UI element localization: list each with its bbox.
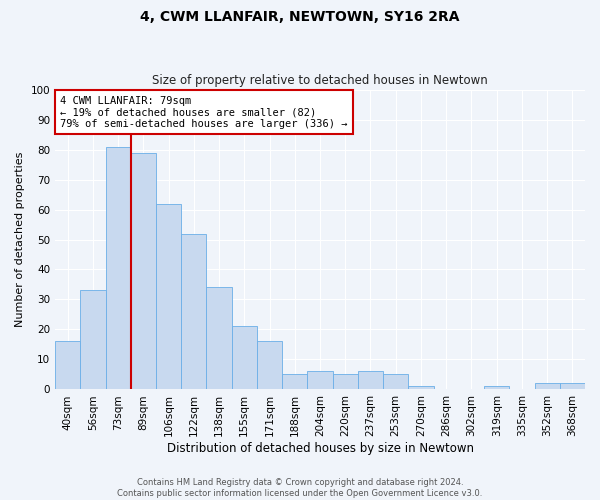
Bar	[332, 374, 358, 390]
Bar	[307, 372, 332, 390]
Bar	[358, 372, 383, 390]
Bar	[156, 204, 181, 390]
Bar	[257, 342, 282, 390]
Bar	[484, 386, 509, 390]
Bar	[560, 384, 585, 390]
Bar	[80, 290, 106, 390]
Bar	[383, 374, 409, 390]
Bar	[232, 326, 257, 390]
Bar	[106, 146, 131, 390]
Bar	[55, 342, 80, 390]
Y-axis label: Number of detached properties: Number of detached properties	[15, 152, 25, 327]
Bar	[181, 234, 206, 390]
Text: 4 CWM LLANFAIR: 79sqm
← 19% of detached houses are smaller (82)
79% of semi-deta: 4 CWM LLANFAIR: 79sqm ← 19% of detached …	[61, 96, 348, 129]
Bar	[282, 374, 307, 390]
Title: Size of property relative to detached houses in Newtown: Size of property relative to detached ho…	[152, 74, 488, 87]
Bar	[409, 386, 434, 390]
Bar	[131, 152, 156, 390]
Text: 4, CWM LLANFAIR, NEWTOWN, SY16 2RA: 4, CWM LLANFAIR, NEWTOWN, SY16 2RA	[140, 10, 460, 24]
X-axis label: Distribution of detached houses by size in Newtown: Distribution of detached houses by size …	[167, 442, 473, 455]
Bar	[206, 288, 232, 390]
Bar	[535, 384, 560, 390]
Text: Contains HM Land Registry data © Crown copyright and database right 2024.
Contai: Contains HM Land Registry data © Crown c…	[118, 478, 482, 498]
